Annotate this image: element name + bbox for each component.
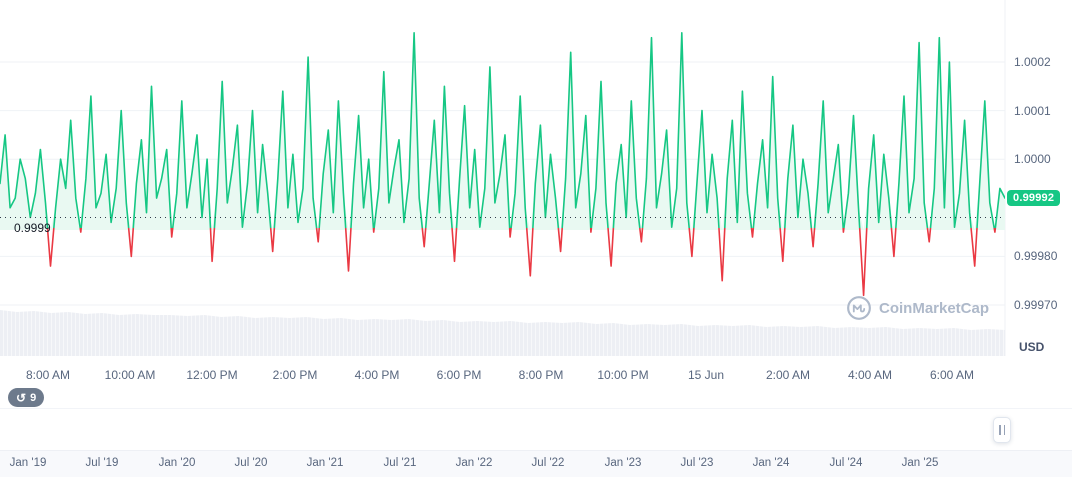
price-chart[interactable] — [0, 0, 1072, 360]
current-price-badge: 0.99992 — [1007, 190, 1061, 206]
x-axis-label: 15 Jun — [687, 368, 725, 382]
x-axis-label: 4:00 PM — [354, 368, 400, 382]
timeline-label[interactable]: Jul '19 — [85, 457, 119, 469]
y-axis-label: 1.0002 — [1014, 55, 1051, 69]
y-axis-label: 1.0000 — [1014, 152, 1051, 166]
timeline-label[interactable]: Jan '22 — [455, 457, 493, 469]
timeline-scrubber[interactable] — [0, 408, 1072, 451]
price-line-up — [0, 31, 1005, 228]
timeline-label[interactable]: Jul '22 — [531, 457, 565, 469]
history-count-badge[interactable]: ↺ 9 — [8, 388, 45, 407]
timeline-label[interactable]: Jan '20 — [158, 457, 196, 469]
x-axis-label: 4:00 AM — [847, 368, 893, 382]
timeline-label[interactable]: Jan '24 — [752, 457, 790, 469]
x-axis-label: 10:00 AM — [104, 368, 156, 382]
y-axis-label: 0.99970 — [1014, 298, 1058, 312]
timeline-label-strip — [0, 450, 1072, 477]
volume-bars — [0, 310, 1005, 356]
coinmarketcap-logo-icon — [846, 295, 872, 321]
timeline-label[interactable]: Jul '24 — [829, 457, 863, 469]
x-axis-label: 8:00 AM — [25, 368, 71, 382]
price-area-fill — [0, 32, 1005, 230]
timeline-label[interactable]: Jul '21 — [383, 457, 417, 469]
currency-label: USD — [1019, 340, 1045, 354]
timeline-label[interactable]: Jan '19 — [9, 457, 47, 469]
x-axis-label: 12:00 PM — [186, 368, 238, 382]
y-axis-label: 0.99980 — [1014, 249, 1058, 263]
timeline-label[interactable]: Jul '23 — [680, 457, 714, 469]
x-axis-label: 8:00 PM — [518, 368, 564, 382]
timeline-label[interactable]: Jan '25 — [901, 457, 939, 469]
x-axis-label: 2:00 AM — [765, 368, 811, 382]
x-axis-label: 2:00 PM — [272, 368, 318, 382]
reference-price-label: 0.9999 — [14, 221, 51, 235]
timeline-label[interactable]: Jan '23 — [604, 457, 642, 469]
watermark: CoinMarketCap — [846, 295, 989, 321]
history-clock-icon: ↺ — [16, 390, 27, 405]
x-axis-label: 6:00 AM — [929, 368, 975, 382]
y-axis-label: 1.0001 — [1014, 104, 1051, 118]
timeline-label[interactable]: Jul '20 — [234, 457, 268, 469]
timeline-resize-handle[interactable] — [993, 417, 1011, 443]
history-count: 9 — [30, 391, 37, 404]
x-axis-label: 10:00 PM — [597, 368, 649, 382]
timeline-label[interactable]: Jan '21 — [306, 457, 344, 469]
watermark-text: CoinMarketCap — [879, 299, 990, 317]
price-axis: 0.99992 USD 1.0002 1.0001 1.0000 0.99980 0.9… — [1005, 0, 1072, 360]
x-axis-label: 6:00 PM — [436, 368, 482, 382]
